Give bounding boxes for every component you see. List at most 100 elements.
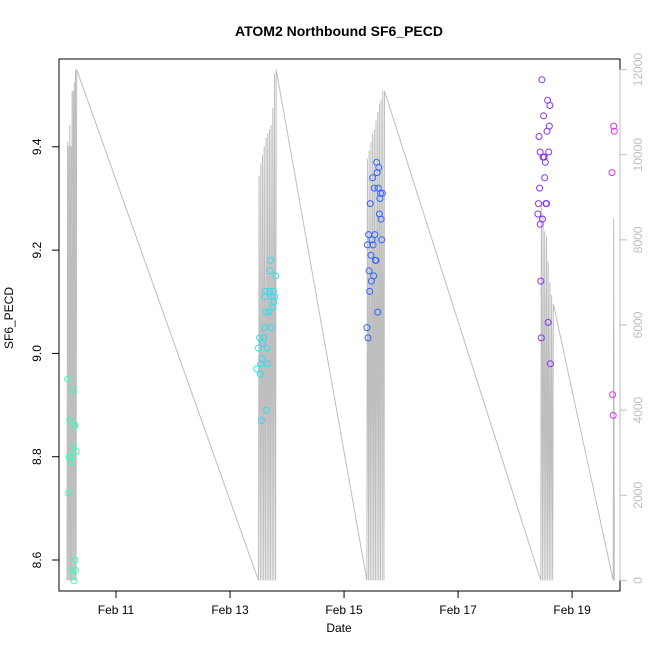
data-point [263, 406, 270, 414]
data-point [535, 200, 542, 208]
data-point [546, 360, 554, 368]
data-point [270, 298, 278, 306]
data-point [537, 277, 545, 285]
data-point [256, 334, 264, 342]
y-axis: 8.6 8.8 9.0 9.2 9.4 [30, 138, 60, 568]
data-point [370, 184, 378, 192]
data-point [65, 489, 73, 497]
data-point [536, 184, 544, 192]
data-point [64, 375, 72, 383]
x-tick-label: Feb 13 [211, 603, 249, 617]
data-point [545, 148, 553, 156]
data-point [540, 112, 548, 120]
data-point [378, 236, 386, 244]
y-tick-label: 8.6 [30, 551, 44, 568]
data-point [260, 324, 268, 332]
secondary-tick-label: 4000 [631, 396, 645, 423]
data-point [267, 324, 275, 332]
data-point [72, 566, 79, 574]
y-axis-label: SF6_PECD [2, 287, 16, 349]
secondary-tick-label: 6000 [631, 311, 645, 338]
data-point [261, 293, 269, 301]
data-point [263, 344, 271, 352]
data-point [259, 339, 266, 347]
data-point [538, 76, 546, 84]
data-point [255, 344, 262, 352]
secondary-y-axis: 0 2000 4000 6000 8000 10000 12000 [619, 53, 645, 584]
data-point [371, 231, 379, 239]
points-layer [64, 76, 618, 585]
data-point [535, 133, 543, 140]
data-point [261, 287, 269, 295]
secondary-tick-label: 0 [631, 577, 645, 584]
data-point [609, 411, 617, 419]
data-point [377, 215, 385, 223]
x-tick-label: Feb 11 [98, 603, 135, 617]
y-tick-label: 9.0 [30, 345, 44, 362]
data-point [378, 189, 386, 197]
data-point [609, 391, 617, 399]
data-point [372, 256, 380, 264]
y-tick-label: 8.8 [30, 448, 44, 465]
data-point [266, 267, 274, 275]
x-tick-label: Feb 19 [553, 603, 591, 617]
data-point [610, 127, 618, 135]
data-point [264, 360, 272, 368]
data-point [269, 287, 277, 295]
data-point [65, 453, 73, 461]
data-point [546, 102, 554, 109]
data-point [269, 303, 277, 311]
data-point [262, 308, 270, 316]
data-point [272, 272, 280, 280]
data-point [258, 355, 266, 363]
data-point [72, 448, 80, 455]
data-point [541, 158, 549, 166]
y-tick-label: 9.2 [30, 241, 44, 258]
data-point [363, 324, 371, 332]
secondary-series-line [66, 69, 615, 581]
data-point [540, 153, 548, 161]
data-point [369, 241, 377, 249]
data-point [374, 308, 382, 316]
data-point [608, 169, 616, 177]
data-point [368, 236, 376, 244]
data-point [70, 577, 78, 585]
data-point [375, 164, 383, 171]
secondary-tick-label: 12000 [631, 53, 645, 87]
data-point [253, 365, 261, 373]
x-axis: Feb 11 Feb 13 Feb 15 Feb 17 Feb 19 [98, 590, 591, 617]
data-point [534, 210, 542, 218]
data-point [364, 334, 372, 342]
x-tick-label: Feb 17 [439, 603, 477, 617]
data-point [68, 566, 76, 574]
secondary-tick-label: 10000 [631, 138, 645, 172]
data-point [543, 200, 550, 208]
data-point [366, 287, 374, 295]
data-point [610, 122, 618, 130]
x-tick-label: Feb 15 [325, 603, 363, 617]
data-point [544, 318, 552, 326]
data-point [536, 220, 544, 228]
secondary-series-layer [66, 69, 615, 581]
data-point [69, 386, 77, 394]
data-point [370, 272, 378, 280]
secondary-tick-label: 8000 [631, 226, 645, 253]
data-point [66, 417, 74, 425]
plot-frame [58, 58, 621, 592]
data-point [257, 417, 265, 425]
data-point [537, 334, 545, 342]
data-point [256, 370, 264, 378]
data-point [545, 122, 553, 130]
data-point [367, 251, 375, 259]
x-axis-label: Date [326, 621, 352, 635]
data-point [366, 200, 374, 208]
data-point [71, 422, 79, 430]
data-point [271, 293, 278, 301]
data-point [369, 174, 377, 182]
data-point [541, 174, 549, 182]
data-point [260, 334, 268, 342]
y-tick-label: 9.4 [30, 138, 44, 155]
data-point [257, 360, 265, 368]
data-point [267, 256, 274, 264]
